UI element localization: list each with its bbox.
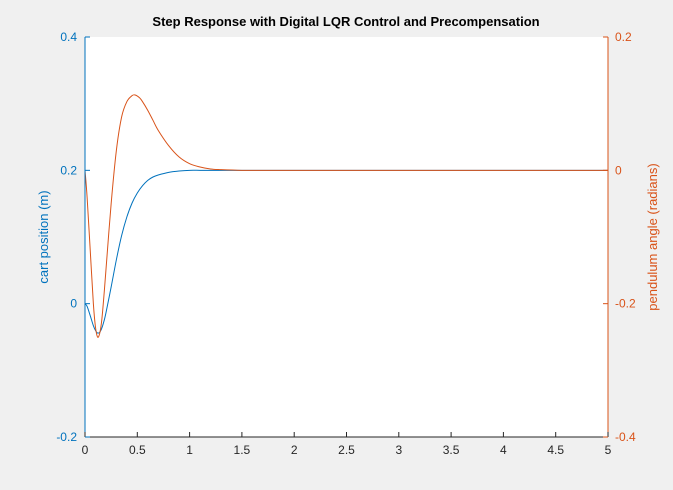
right-y-ticks: -0.4 -0.2 0 0.2 (603, 30, 636, 444)
x-tick-label: 4.5 (547, 443, 564, 457)
left-y-tick-label: -0.2 (56, 430, 77, 444)
x-tick-label: 0 (82, 443, 89, 457)
right-y-tick-label: 0 (615, 163, 622, 177)
left-y-tick-label: 0.2 (60, 163, 77, 177)
left-y-tick-label: 0 (70, 297, 77, 311)
left-y-ticks: -0.2 0 0.2 0.4 (56, 30, 90, 444)
right-y-tick-label: -0.2 (615, 297, 636, 311)
series-lines (84, 94, 608, 338)
x-ticks: 0 0.5 1 1.5 2 2.5 3 3.5 4 4.5 5 (82, 432, 612, 457)
left-y-axis-label: cart position (m) (36, 190, 51, 283)
x-tick-label: 0.5 (129, 443, 146, 457)
x-tick-label: 3.5 (443, 443, 460, 457)
plot-area[interactable] (85, 37, 608, 437)
pendulum-angle-line (84, 94, 608, 338)
chart-title: Step Response with Digital LQR Control a… (152, 14, 539, 29)
x-tick-label: 3 (395, 443, 402, 457)
x-tick-label: 2 (291, 443, 298, 457)
x-tick-label: 4 (500, 443, 507, 457)
left-y-tick-label: 0.4 (60, 30, 77, 44)
right-y-axis-label: pendulum angle (radians) (645, 163, 660, 310)
right-y-tick-label: -0.4 (615, 430, 636, 444)
x-tick-label: 5 (605, 443, 612, 457)
x-tick-label: 2.5 (338, 443, 355, 457)
x-tick-label: 1.5 (234, 443, 251, 457)
right-y-tick-label: 0.2 (615, 30, 632, 44)
x-tick-label: 1 (186, 443, 193, 457)
